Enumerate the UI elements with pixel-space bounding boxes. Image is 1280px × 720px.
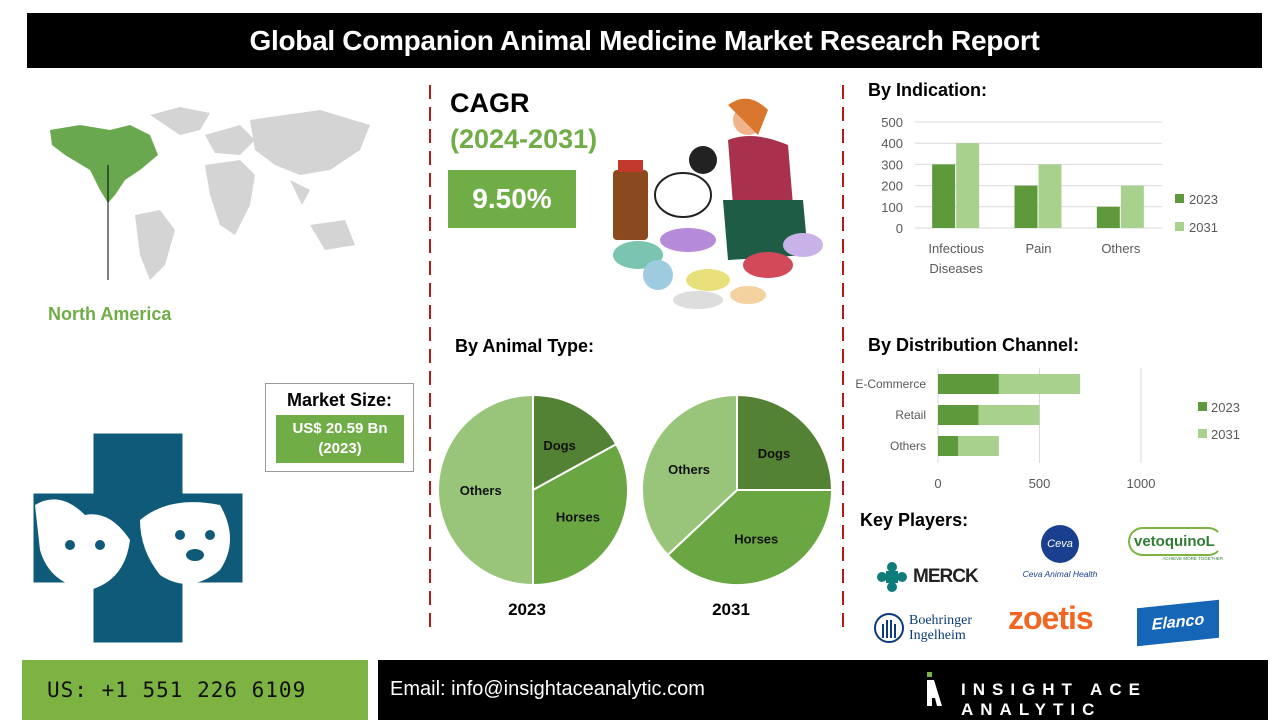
pie-slice-dogs bbox=[736, 393, 834, 491]
distribution-bar-chart: 0 500 1000 E-Commerce Retail Others 2023 2031 bbox=[855, 368, 1240, 491]
cagr-label: CAGR bbox=[450, 88, 530, 118]
legend-swatch bbox=[1175, 222, 1184, 231]
y-tick-label: Others bbox=[890, 439, 926, 453]
legend-swatch bbox=[1198, 429, 1207, 438]
legend-swatch bbox=[1175, 194, 1184, 203]
vet-medicine-illustration bbox=[613, 98, 823, 309]
pie-slice-horses bbox=[532, 442, 629, 587]
x-tick-label: 500 bbox=[1029, 476, 1051, 491]
pie-label: Dogs bbox=[543, 438, 576, 453]
x-tick-label: Diseases bbox=[929, 261, 983, 276]
x-tick-label: Infectious bbox=[928, 241, 984, 256]
bar-2031 bbox=[956, 143, 980, 228]
brand-name: INSIGHT ACE ANALYTIC bbox=[961, 680, 1147, 719]
x-tick-label: 1000 bbox=[1127, 476, 1156, 491]
indication-title: By Indication: bbox=[868, 80, 988, 100]
divider bbox=[870, 322, 1236, 324]
elanco-logo: Elanco bbox=[1137, 599, 1219, 647]
pie-label: Others bbox=[668, 462, 710, 477]
merck-logo: MERCK bbox=[877, 562, 979, 592]
email-address: Email: info@insightaceanalytic.com bbox=[390, 678, 705, 700]
bar-2023 bbox=[932, 164, 956, 228]
insight-ace-logo-icon bbox=[927, 672, 942, 706]
pie-slice-horses bbox=[666, 489, 834, 586]
boehringer-logo: Boehringer Ingelheim bbox=[873, 612, 972, 644]
legend-swatch bbox=[1198, 402, 1207, 411]
cagr-period: (2024-2031) bbox=[450, 124, 598, 154]
zoetis-logo: zoetis bbox=[1008, 600, 1094, 636]
pie-label: Others bbox=[460, 483, 502, 498]
market-size-year: (2023) bbox=[318, 440, 362, 457]
pie-label: Horses bbox=[556, 510, 600, 525]
y-tick-label: 0 bbox=[896, 221, 903, 236]
animal-type-pies: Dogs Horses Others 2023 Dogs Horses Others 2031 bbox=[437, 393, 834, 619]
boehringer-icon bbox=[874, 613, 904, 643]
y-tick-label: E-Commerce bbox=[855, 377, 926, 391]
legend-label: 2031 bbox=[1211, 427, 1240, 442]
pie-slice-others bbox=[641, 393, 738, 557]
bar-2023 bbox=[938, 374, 999, 394]
divider bbox=[450, 321, 815, 323]
x-tick-label: 0 bbox=[934, 476, 941, 491]
ceva-logo: Ceva Ceva Animal Health bbox=[1015, 525, 1105, 579]
divider bbox=[842, 85, 844, 630]
bar-2031 bbox=[958, 436, 999, 456]
bar-2023 bbox=[1096, 206, 1120, 228]
x-tick-label: Pain bbox=[1025, 241, 1051, 256]
legend-label: 2023 bbox=[1211, 400, 1240, 415]
pie-slice-others bbox=[437, 393, 534, 587]
indication-bar-chart: 0 100 200 300 400 500 Infectious Diseases Pain Ot… bbox=[881, 115, 1218, 276]
pie-year-label: 2023 bbox=[508, 600, 546, 619]
y-tick-label: Retail bbox=[895, 408, 926, 422]
world-map bbox=[50, 107, 370, 280]
cagr-value: 9.50% bbox=[448, 170, 576, 228]
x-tick-label: Others bbox=[1101, 241, 1141, 256]
pie-label: Horses bbox=[734, 532, 778, 547]
bar-2023 bbox=[1014, 185, 1038, 228]
y-tick-label: 200 bbox=[881, 179, 903, 194]
bar-2031 bbox=[978, 405, 1040, 425]
bar-2031 bbox=[998, 374, 1081, 394]
divider bbox=[880, 494, 1246, 496]
legend-label: 2031 bbox=[1189, 220, 1218, 235]
distribution-title: By Distribution Channel: bbox=[868, 335, 1079, 355]
vetoquinol-logo: vetoquinoL ACHIEVE MORE TOGETHER bbox=[1128, 527, 1223, 561]
market-size-label: Market Size: bbox=[286, 390, 393, 410]
pet-cross-logo bbox=[30, 430, 246, 646]
footer-bar: Email: info@insightaceanalytic.com INSIG… bbox=[378, 660, 1268, 720]
merck-icon bbox=[877, 562, 907, 592]
bar-2023 bbox=[938, 405, 979, 425]
pie-label: Dogs bbox=[758, 446, 791, 461]
divider bbox=[50, 357, 415, 359]
y-tick-label: 500 bbox=[881, 115, 903, 130]
bar-2023 bbox=[938, 436, 959, 456]
market-size-value: US$ 20.59 Bn bbox=[292, 420, 388, 437]
bar-2031 bbox=[1038, 164, 1062, 228]
north-america-highlight bbox=[50, 125, 158, 203]
region-label: North America bbox=[48, 304, 172, 324]
key-players-title: Key Players: bbox=[860, 510, 969, 530]
market-size-value-box: US$ 20.59 Bn (2023) bbox=[276, 415, 404, 463]
bar-2031 bbox=[1120, 185, 1144, 228]
pie-year-label: 2031 bbox=[712, 600, 750, 619]
divider bbox=[429, 85, 431, 630]
report-title: Global Companion Animal Medicine Market … bbox=[27, 13, 1262, 68]
legend-label: 2023 bbox=[1189, 192, 1218, 207]
animal-type-title: By Animal Type: bbox=[455, 336, 595, 356]
y-tick-label: 400 bbox=[881, 136, 903, 151]
phone-number: US: +1 551 226 6109 bbox=[22, 660, 368, 720]
y-tick-label: 100 bbox=[881, 200, 903, 215]
y-tick-label: 300 bbox=[881, 157, 903, 172]
pie-slice-dogs bbox=[532, 393, 618, 492]
market-size-card: Market Size: US$ 20.59 Bn (2023) bbox=[265, 383, 414, 472]
